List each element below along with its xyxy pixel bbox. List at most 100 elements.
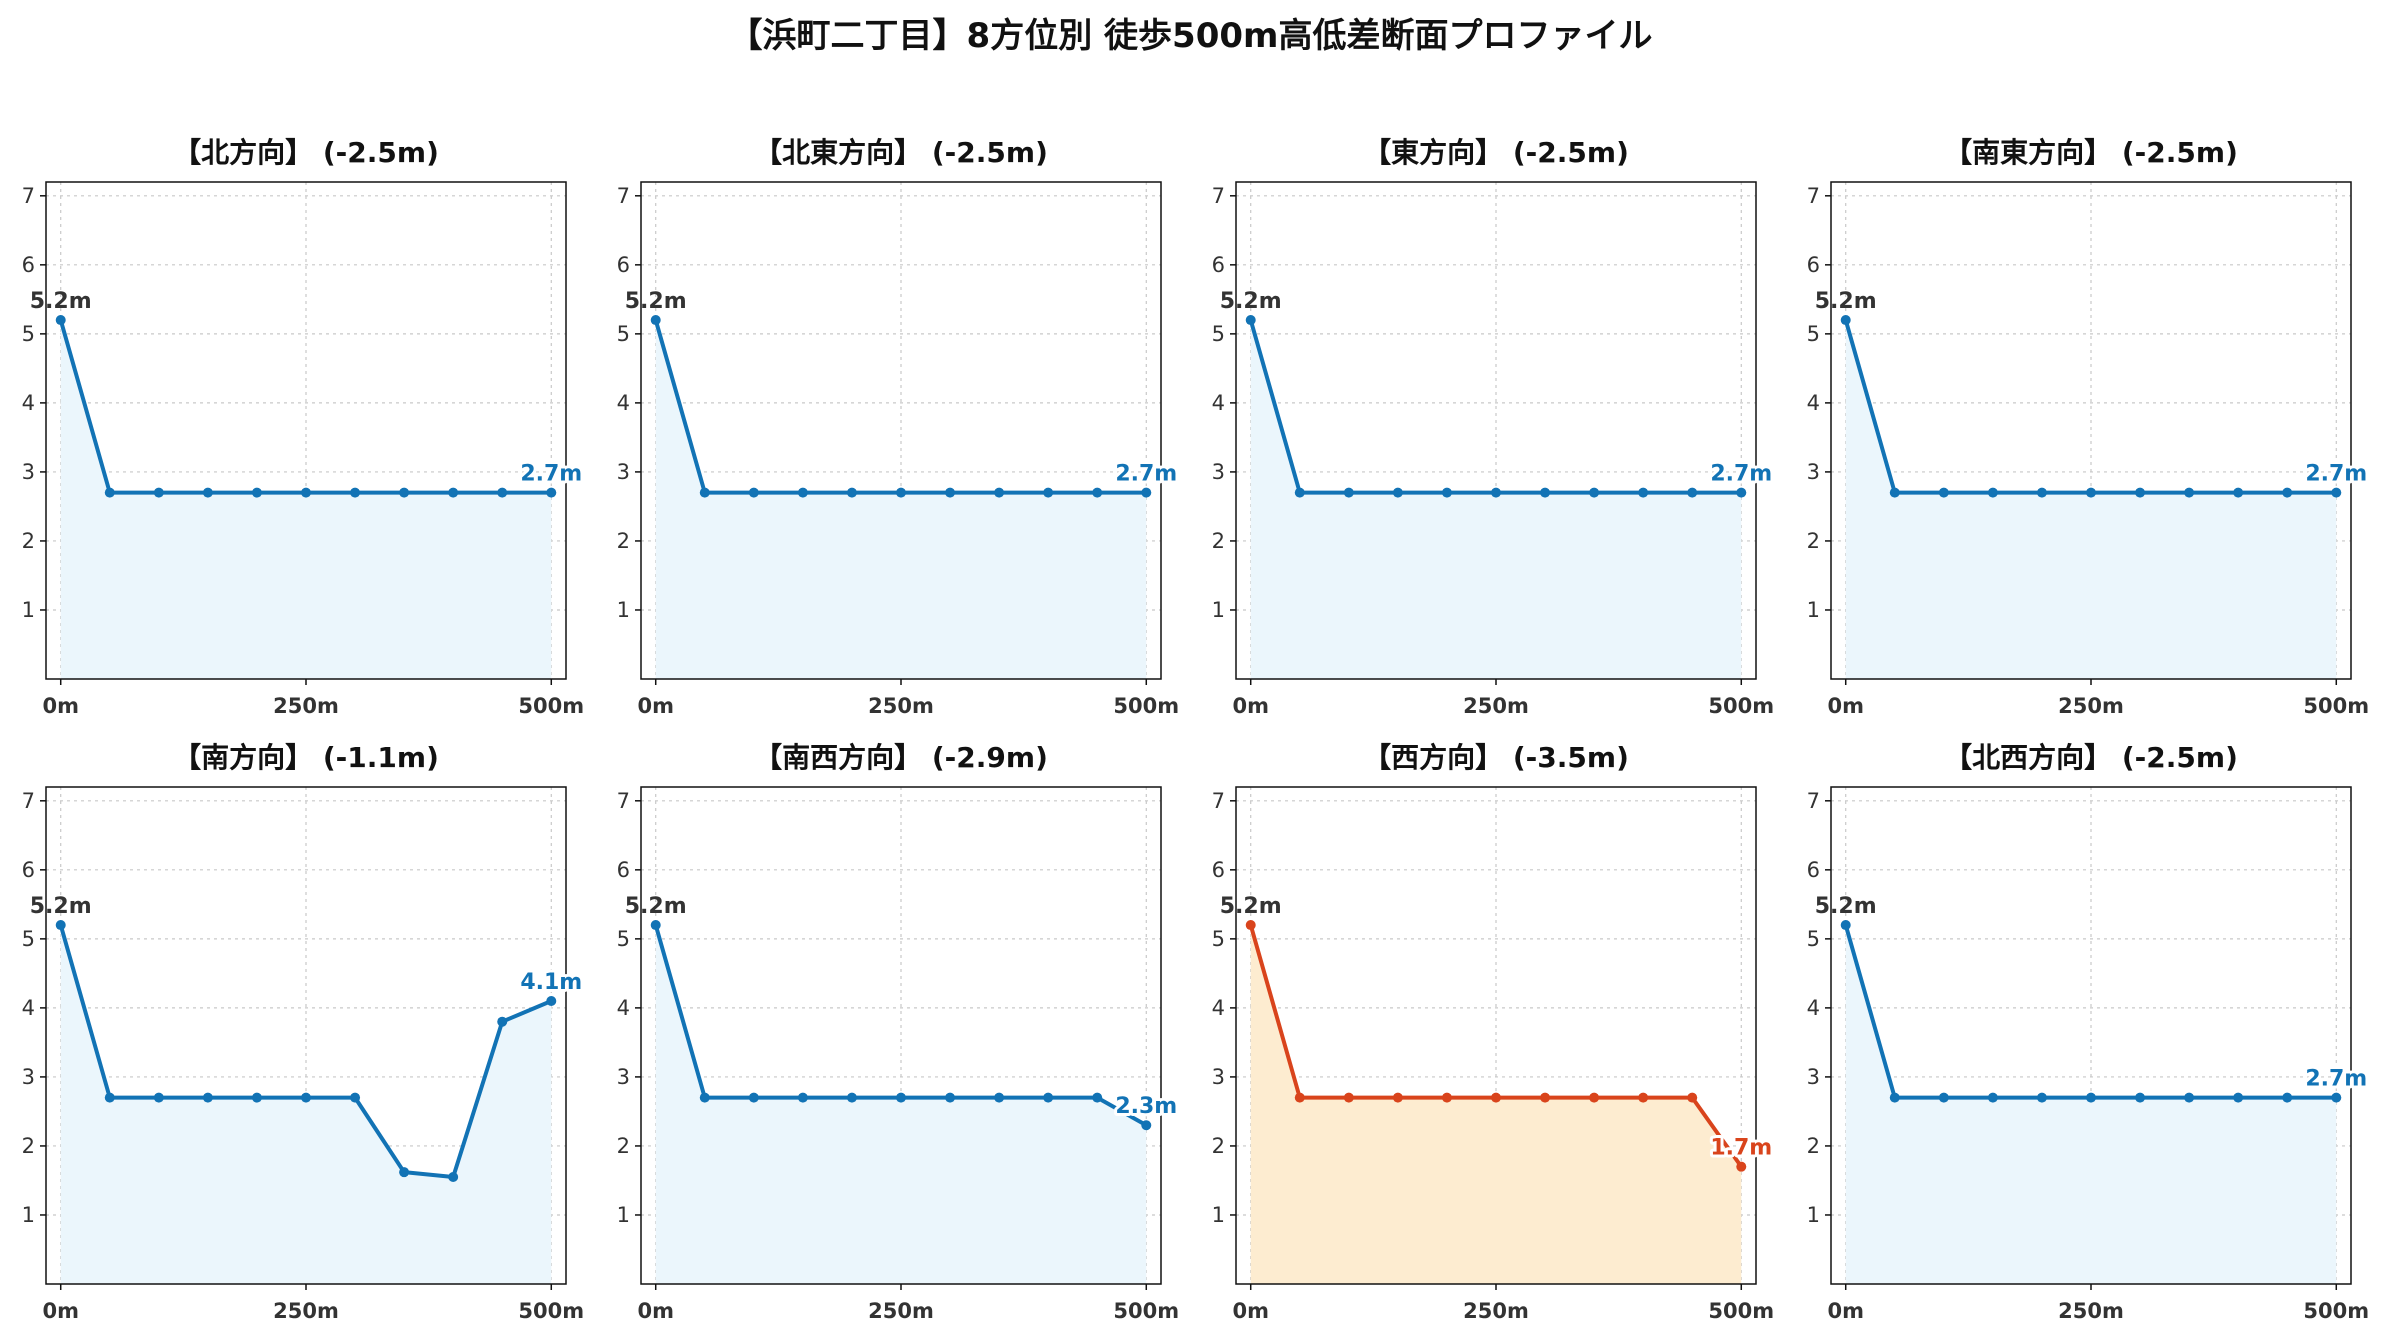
data-point [2036,487,2047,498]
y-tick-label: 4 [617,391,630,415]
y-tick-label: 7 [22,789,35,813]
data-point [1540,1092,1551,1103]
y-tick-label: 5 [617,927,630,951]
y-tick-label: 4 [22,391,35,415]
data-point [1343,1092,1354,1103]
data-point [797,1092,808,1103]
y-tick-label: 4 [617,996,630,1020]
data-point [153,487,164,498]
figure-title: 【浜町二丁目】8方位別 徒歩500m高低差断面プロファイル [728,16,1653,56]
y-tick-label: 4 [1212,391,1225,415]
start-elevation-label: 5.2m [625,894,687,919]
data-point [1938,1092,1949,1103]
data-point [650,315,661,326]
data-point [1889,1092,1900,1103]
data-point [1043,487,1054,498]
data-point [2282,1092,2293,1103]
data-point [2233,1092,2244,1103]
end-elevation-label-halo: 2.7m [1710,462,1772,487]
area-fill [655,925,1147,1284]
y-tick-label: 5 [1212,927,1225,951]
panel-title: 【西方向】 (-3.5m) [1363,741,1629,774]
data-point [546,995,557,1006]
y-tick-label: 2 [617,529,630,553]
y-tick-label: 2 [1212,529,1225,553]
data-point [55,315,66,326]
y-tick-label: 4 [1212,996,1225,1020]
y-tick-label: 6 [617,253,630,277]
y-tick-label: 4 [1807,996,1820,1020]
data-point [448,1172,459,1183]
data-point [846,1092,857,1103]
x-tick-label: 500m [1113,694,1179,718]
x-tick-label: 250m [2058,1299,2124,1323]
y-tick-label: 3 [1807,1065,1820,1089]
y-tick-label: 2 [1807,1134,1820,1158]
data-point [202,487,213,498]
data-point [2184,487,2195,498]
y-tick-label: 2 [22,1134,35,1158]
y-tick-label: 3 [1212,460,1225,484]
data-point [1092,487,1103,498]
end-elevation-label: 2.7m [2305,462,2367,487]
start-elevation-label: 5.2m [1815,289,1877,314]
data-point [1392,487,1403,498]
data-point [1343,487,1354,498]
y-tick-label: 6 [617,858,630,882]
panel-title: 【北東方向】 (-2.5m) [754,136,1048,169]
end-elevation-label: 2.7m [520,462,582,487]
data-point [1987,487,1998,498]
data-point [399,1167,410,1178]
data-point [497,1016,508,1027]
y-tick-label: 5 [22,927,35,951]
end-elevation-label-halo: 2.7m [520,462,582,487]
start-elevation-label: 5.2m [1220,289,1282,314]
data-point [2036,1092,2047,1103]
y-tick-label: 1 [1807,1203,1820,1227]
y-tick-label: 1 [1212,1203,1225,1227]
y-tick-label: 3 [617,1065,630,1089]
data-point [448,487,459,498]
y-tick-label: 7 [1807,789,1820,813]
start-elevation-label: 5.2m [30,894,92,919]
start-elevation-label: 5.2m [1220,894,1282,919]
start-elevation-label: 5.2m [1815,894,1877,919]
data-point [2331,487,2342,498]
area-fill [655,320,1147,679]
panel-title: 【南西方向】 (-2.9m) [754,741,1048,774]
x-tick-label: 500m [1708,694,1774,718]
start-elevation-label: 5.2m [30,289,92,314]
data-point [748,1092,759,1103]
x-tick-label: 250m [868,1299,934,1323]
y-tick-label: 1 [22,1203,35,1227]
x-tick-label: 0m [1827,1299,1864,1323]
end-elevation-label-halo: 2.7m [2305,1067,2367,1092]
y-tick-label: 5 [1807,927,1820,951]
data-point [1987,1092,1998,1103]
end-elevation-label-halo: 2.7m [1115,462,1177,487]
area-fill [1250,925,1742,1284]
data-point [1441,1092,1452,1103]
x-tick-label: 250m [868,694,934,718]
y-tick-label: 7 [1212,184,1225,208]
data-point [1294,487,1305,498]
y-tick-label: 4 [1807,391,1820,415]
data-point [399,487,410,498]
y-tick-label: 6 [1212,253,1225,277]
y-tick-label: 4 [22,996,35,1020]
data-point [2086,1092,2096,1103]
area-fill [1250,320,1742,679]
end-elevation-label-halo: 2.3m [1115,1094,1177,1119]
data-point [896,1092,906,1103]
end-elevation-label-halo: 1.7m [1710,1136,1772,1161]
data-point [301,1092,311,1103]
end-elevation-label-halo: 2.7m [2305,462,2367,487]
data-point [1392,1092,1403,1103]
data-point [1889,487,1900,498]
y-tick-label: 5 [1212,322,1225,346]
